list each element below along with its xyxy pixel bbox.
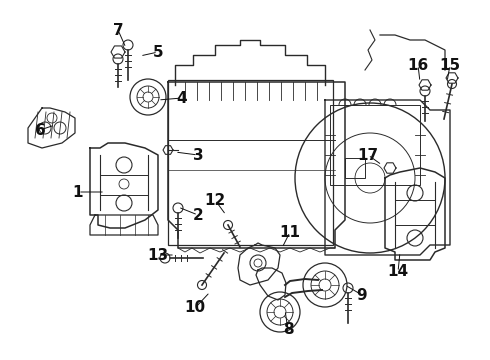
Bar — [168, 80, 333, 245]
Text: 4: 4 — [177, 90, 187, 105]
Text: 15: 15 — [440, 58, 461, 72]
Text: 9: 9 — [357, 288, 368, 302]
Bar — [345, 158, 365, 178]
Text: 12: 12 — [204, 193, 225, 207]
Text: 2: 2 — [193, 207, 203, 222]
Text: 14: 14 — [388, 265, 409, 279]
Text: 7: 7 — [113, 23, 123, 37]
Text: 5: 5 — [153, 45, 163, 59]
Text: 1: 1 — [73, 185, 83, 199]
Bar — [330, 105, 420, 185]
Text: 17: 17 — [357, 148, 379, 162]
Text: 16: 16 — [407, 58, 429, 72]
Text: 8: 8 — [283, 323, 294, 338]
Text: 10: 10 — [184, 301, 206, 315]
Text: 11: 11 — [279, 225, 300, 239]
Text: 6: 6 — [35, 122, 46, 138]
Text: 13: 13 — [147, 248, 169, 262]
Text: 3: 3 — [193, 148, 203, 162]
